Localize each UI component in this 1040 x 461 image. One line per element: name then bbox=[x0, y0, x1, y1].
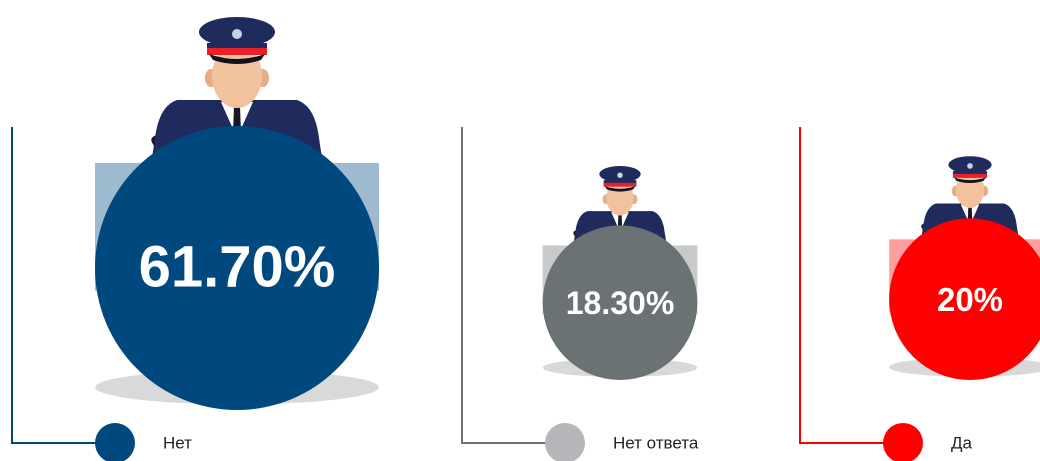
bubble bbox=[95, 126, 379, 410]
value-label: 61.70% bbox=[139, 234, 336, 299]
value-label: 20% bbox=[937, 281, 1003, 318]
legend-label: Да bbox=[951, 433, 973, 452]
bubble bbox=[542, 225, 698, 380]
bubble bbox=[889, 218, 1040, 380]
value-label: 18.30% bbox=[566, 285, 675, 321]
connector-line bbox=[461, 127, 557, 444]
connector-line bbox=[11, 127, 107, 444]
connector-line bbox=[799, 127, 895, 444]
legend-label: Нет bbox=[163, 433, 192, 452]
legend-marker bbox=[95, 423, 135, 461]
legend-marker bbox=[883, 423, 923, 461]
legend-marker bbox=[545, 423, 585, 461]
legend-label: Нет ответа bbox=[613, 433, 699, 452]
